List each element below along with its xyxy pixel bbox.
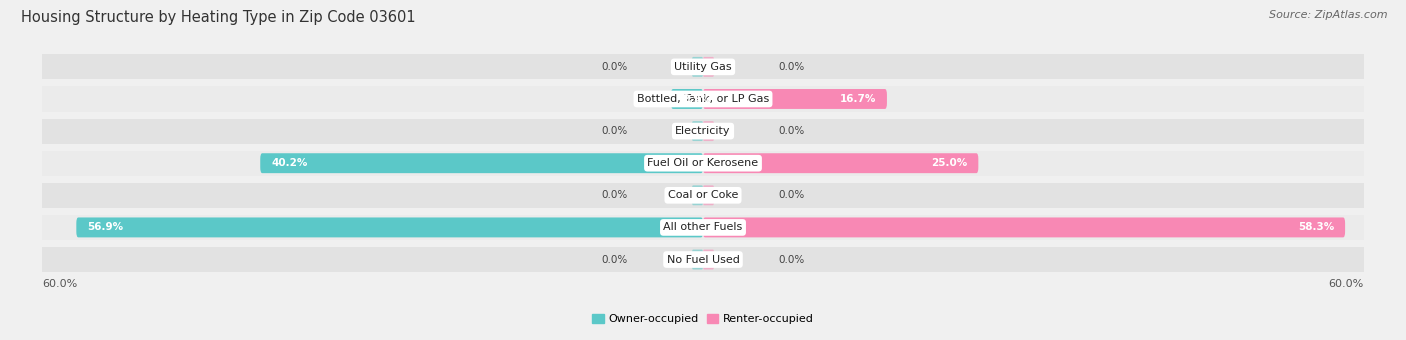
Text: 25.0%: 25.0% — [931, 158, 967, 168]
Bar — [42, 247, 1364, 272]
Text: All other Fuels: All other Fuels — [664, 222, 742, 233]
Text: 0.0%: 0.0% — [778, 190, 804, 200]
Text: 0.0%: 0.0% — [778, 126, 804, 136]
Text: Housing Structure by Heating Type in Zip Code 03601: Housing Structure by Heating Type in Zip… — [21, 10, 416, 25]
Text: Utility Gas: Utility Gas — [675, 62, 731, 72]
Text: 0.0%: 0.0% — [778, 62, 804, 72]
FancyBboxPatch shape — [692, 57, 703, 77]
FancyBboxPatch shape — [703, 57, 714, 77]
FancyBboxPatch shape — [260, 153, 703, 173]
Text: Electricity: Electricity — [675, 126, 731, 136]
Bar — [42, 183, 1364, 208]
FancyBboxPatch shape — [671, 89, 703, 109]
FancyBboxPatch shape — [76, 218, 703, 237]
FancyBboxPatch shape — [703, 250, 714, 270]
Bar — [42, 151, 1364, 176]
Text: No Fuel Used: No Fuel Used — [666, 255, 740, 265]
Bar — [42, 86, 1364, 112]
FancyBboxPatch shape — [703, 121, 714, 141]
Text: 60.0%: 60.0% — [1329, 279, 1364, 289]
Text: 0.0%: 0.0% — [602, 62, 628, 72]
FancyBboxPatch shape — [692, 250, 703, 270]
Text: Bottled, Tank, or LP Gas: Bottled, Tank, or LP Gas — [637, 94, 769, 104]
Bar — [42, 215, 1364, 240]
FancyBboxPatch shape — [703, 153, 979, 173]
FancyBboxPatch shape — [703, 89, 887, 109]
Bar — [42, 119, 1364, 143]
Legend: Owner-occupied, Renter-occupied: Owner-occupied, Renter-occupied — [592, 314, 814, 324]
FancyBboxPatch shape — [692, 121, 703, 141]
Text: 56.9%: 56.9% — [87, 222, 124, 233]
Bar — [42, 54, 1364, 79]
Text: 60.0%: 60.0% — [42, 279, 77, 289]
Text: 16.7%: 16.7% — [839, 94, 876, 104]
FancyBboxPatch shape — [703, 185, 714, 205]
Text: 0.0%: 0.0% — [778, 255, 804, 265]
Text: 2.9%: 2.9% — [682, 94, 711, 104]
Text: Coal or Coke: Coal or Coke — [668, 190, 738, 200]
Text: Fuel Oil or Kerosene: Fuel Oil or Kerosene — [647, 158, 759, 168]
Text: 40.2%: 40.2% — [271, 158, 308, 168]
Text: 0.0%: 0.0% — [602, 126, 628, 136]
FancyBboxPatch shape — [703, 218, 1346, 237]
Text: Source: ZipAtlas.com: Source: ZipAtlas.com — [1270, 10, 1388, 20]
Text: 0.0%: 0.0% — [602, 255, 628, 265]
Text: 58.3%: 58.3% — [1298, 222, 1334, 233]
Text: 0.0%: 0.0% — [602, 190, 628, 200]
FancyBboxPatch shape — [692, 185, 703, 205]
